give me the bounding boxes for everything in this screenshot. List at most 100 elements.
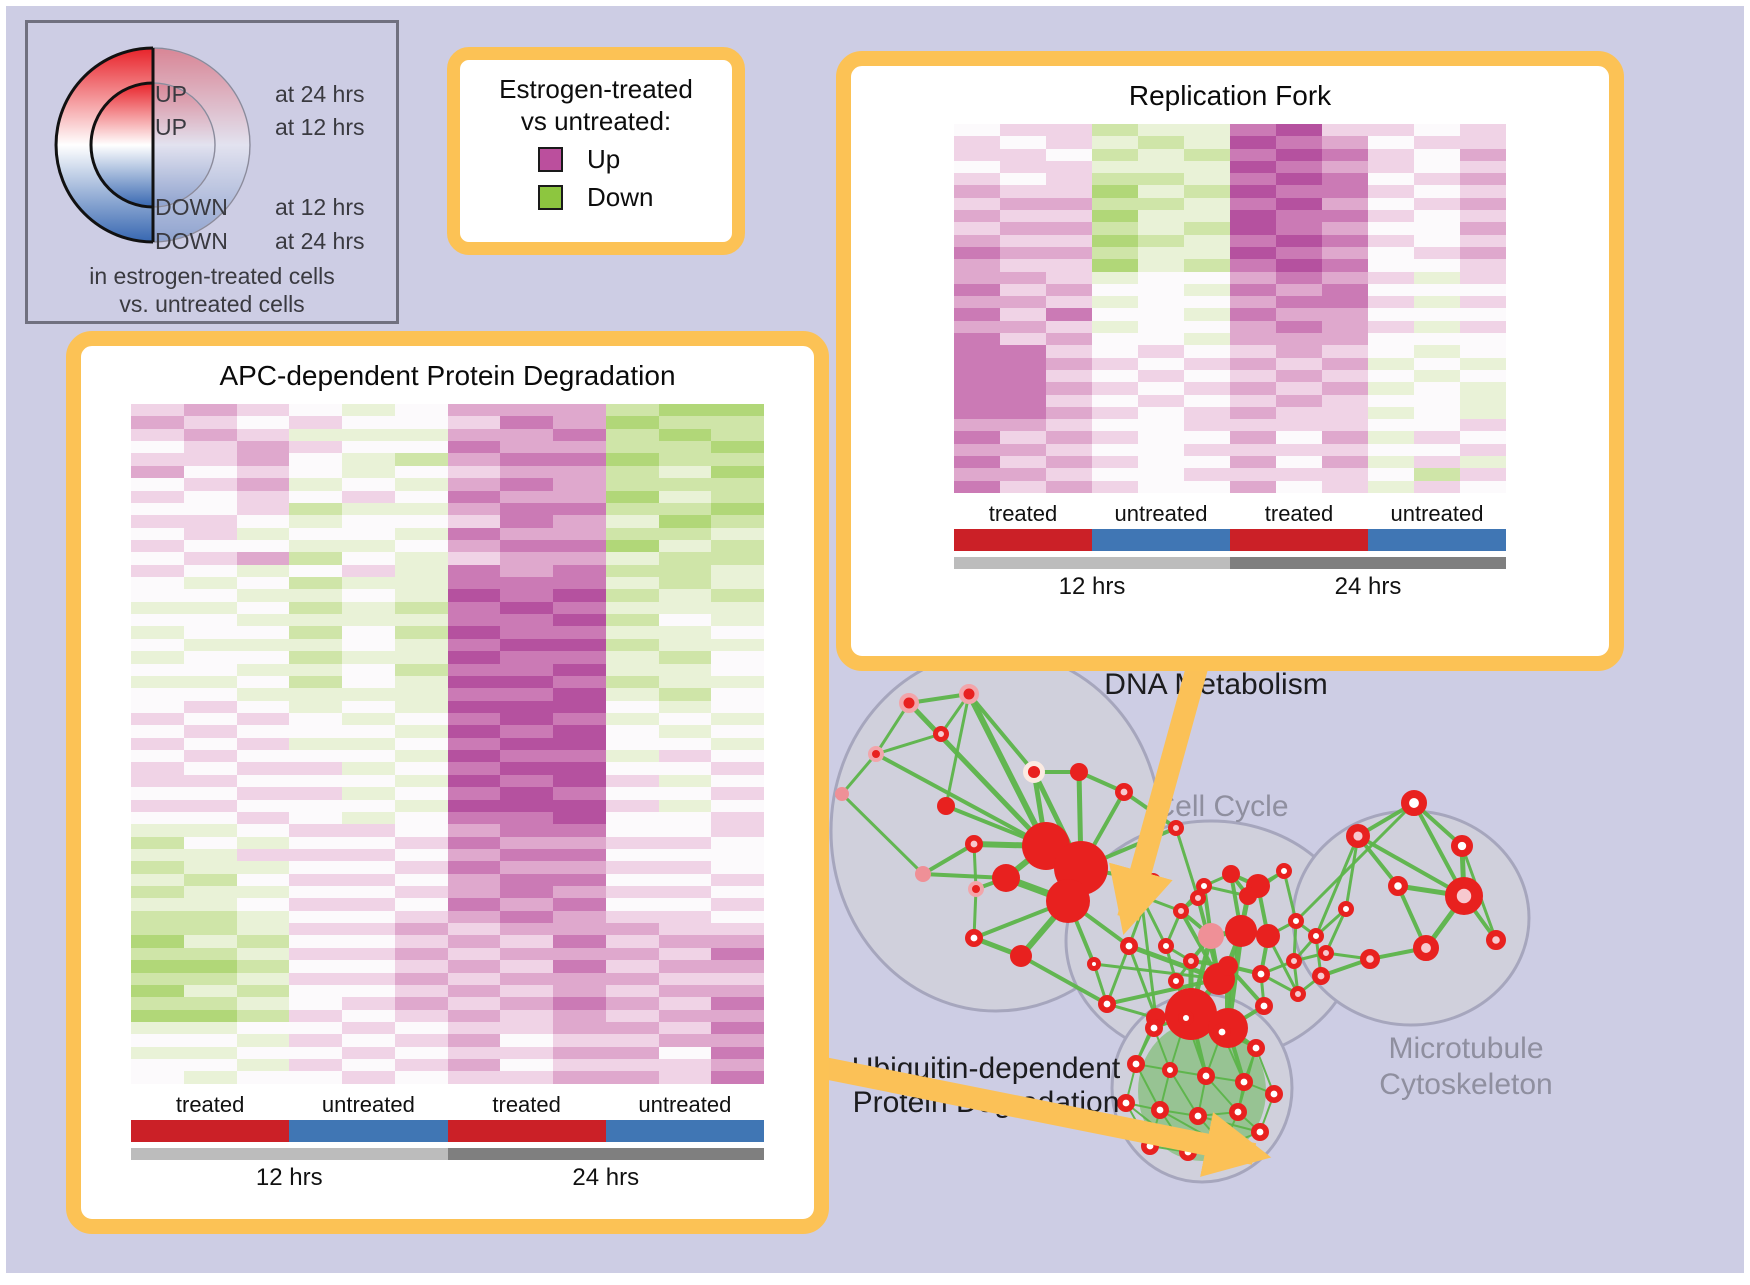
heatmap-cell [1184,431,1230,444]
heatmap-cell [1230,369,1276,383]
heatmap-row [954,210,1506,223]
heatmap-cell [658,552,712,565]
heatmap-cell [1092,443,1138,457]
heatmap-cell [553,972,606,985]
heatmap-cell [954,308,1000,321]
heatmap-cell [183,774,237,788]
heatmap-cell [500,923,553,936]
heatmap-row [131,502,764,516]
heatmap-row [954,124,1506,137]
heatmap-cell [1092,394,1138,407]
heatmap-cell [553,515,606,528]
heatmap-cell [236,626,290,639]
heatmap-cell [236,453,290,466]
heatmap-cell [131,478,184,491]
heatmap-cell [605,416,659,429]
heatmap-cell [605,502,659,516]
heatmap-cell [131,1021,184,1035]
heatmap-cell [500,688,553,701]
heatmap-cell [954,357,1000,370]
heatmap-cell [1230,443,1276,457]
heatmap-cell [954,136,1000,149]
network-node [1485,929,1506,950]
heatmap-cell [289,861,342,874]
heatmap-cell [500,651,553,664]
heatmap-cell [1230,419,1276,432]
heatmap-cell [500,404,553,417]
heatmap-cell [605,972,659,985]
heatmap-cell [289,725,342,738]
heatmap-cell [658,502,712,516]
heatmap-cell [605,651,659,664]
heatmap-cell [500,762,553,775]
heatmap-cell [1368,197,1414,211]
heatmap-cell [1368,382,1414,395]
network-node [1229,1103,1248,1122]
heatmap-cell [183,762,237,775]
heatmap-cell [131,799,184,812]
heatmap-cell [711,947,764,961]
heatmap-cell [1414,406,1460,420]
heatmap-cell [1046,406,1092,420]
heatmap-cell [447,750,501,763]
heatmap-cell [954,283,1000,297]
heatmap-cell [447,787,501,800]
heatmap-cell [1184,148,1230,161]
heatmap-cell [183,984,237,998]
heatmap-cell [658,1059,712,1072]
heatmap-cell [183,750,237,763]
heatmap-cell [605,997,659,1010]
heatmap-cell [1092,456,1138,469]
heatmap-cell [131,960,184,973]
ring-legend-circles-icon [54,37,288,297]
heatmap-cell [447,626,501,639]
heatmap-cell [553,1034,606,1047]
heatmap-cell [605,700,659,713]
heatmap-cell [1138,382,1184,395]
heatmap-cell [553,404,606,417]
heatmap-cell [658,465,712,479]
heatmap-cell [394,638,448,652]
heatmap-cell [500,787,553,800]
heatmap-cell [1046,333,1092,346]
heatmap-row [131,997,764,1010]
heatmap-cell [553,997,606,1010]
heatmap-cell [954,124,1000,137]
heatmap-cell [658,787,712,800]
heatmap-cell [394,873,448,887]
time-label: 24 hrs [1334,572,1402,600]
heatmap-cell [500,675,553,689]
heatmap-cell [500,428,553,442]
heatmap-row [131,811,764,825]
heatmap-cell [236,774,290,788]
heatmap-cell [289,564,342,578]
heatmap-cell [447,539,501,553]
heatmap-cell [605,577,659,590]
heatmap-row [131,836,764,849]
heatmap-cell [1138,419,1184,432]
heatmap-cell [658,873,712,887]
heatmap-cell [500,614,553,627]
heatmap-cell [1138,333,1184,346]
heatmap-cell [711,453,764,466]
heatmap-cell [658,688,712,701]
heatmap-cell [1184,197,1230,211]
heatmap-cell [342,873,395,887]
heatmap-cell [553,923,606,936]
network-node [1162,1062,1178,1078]
heatmap-cell [342,725,395,738]
heatmap-row [131,577,764,590]
network-node [1190,890,1206,906]
heatmap-cell [1230,394,1276,407]
heatmap-cell [342,675,395,689]
heatmap-cell [1000,468,1046,481]
heatmap-cell [954,234,1000,247]
heatmap-row [954,431,1506,444]
heatmap-cell [289,947,342,961]
updown-key-legend: Estrogen-treated vs untreated: Up Down [447,47,745,255]
heatmap-cell [183,1021,237,1035]
heatmap-cell [1138,246,1184,260]
time-bar [1230,556,1506,569]
heatmap-cell [1276,419,1322,432]
heatmap-cell [394,1046,448,1060]
